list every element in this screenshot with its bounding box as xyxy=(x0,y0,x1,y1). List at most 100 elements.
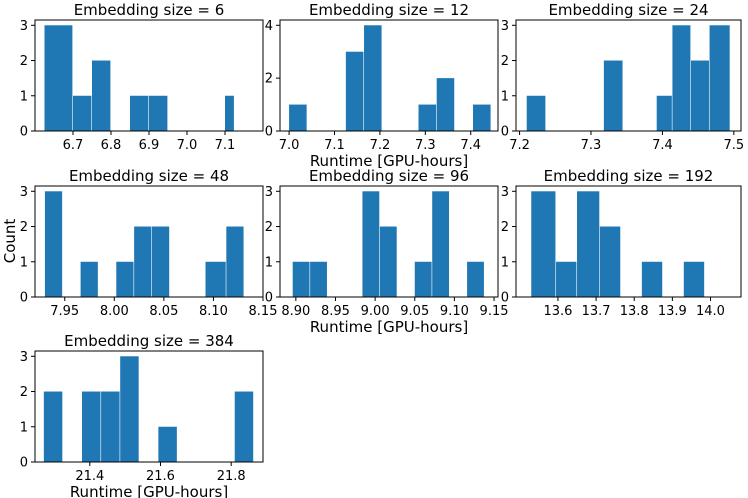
histogram-bar xyxy=(526,95,546,131)
y-tick-label: 2 xyxy=(20,220,28,235)
y-tick-label: 4 xyxy=(265,19,273,34)
histogram-panel-3: 7.2 7.3 7.4 7.5 0 1 2 3 Embedding size = 24 xyxy=(501,1,744,153)
histogram-bar xyxy=(151,226,170,297)
histogram-bar xyxy=(603,60,623,131)
y-tick-label: 1 xyxy=(20,89,28,104)
x-tick-label: 13.6 xyxy=(543,304,572,319)
x-tick-label: 21.8 xyxy=(217,469,246,484)
y-tick-label: 2 xyxy=(20,54,28,69)
histogram-bar xyxy=(599,226,621,297)
x-tick-label: 7.2 xyxy=(370,138,391,153)
axes-frame xyxy=(34,185,264,298)
x-tick-label: 7.0 xyxy=(279,138,300,153)
x-tick-label: 7.4 xyxy=(460,138,481,153)
histogram-bar xyxy=(656,95,672,131)
histogram-bar xyxy=(641,261,663,297)
panel-title: Embedding size = 384 xyxy=(64,332,234,350)
histogram-bar xyxy=(134,226,152,297)
histogram-bar xyxy=(289,104,307,131)
axes-frame xyxy=(515,185,742,298)
x-axis-label: Runtime [GPU-hours] xyxy=(70,483,228,498)
y-tick-label: 2 xyxy=(20,385,28,400)
histogram-bar xyxy=(414,261,432,297)
histogram-bar xyxy=(92,60,111,131)
histogram-panel-1: 6.7 6.8 6.9 7.0 7.1 0 1 2 3 Embedding size = 6 xyxy=(20,1,264,153)
x-tick-label: 13.9 xyxy=(658,304,687,319)
panel-title: Embedding size = 24 xyxy=(548,1,708,19)
x-tick-label: 9.15 xyxy=(480,304,509,319)
y-tick-label: 3 xyxy=(265,185,273,200)
x-tick-label: 13.8 xyxy=(620,304,649,319)
histogram-panel-7: 21.4 21.6 21.8 0 1 2 3 Embedding size = 384 Runt… xyxy=(20,332,264,498)
x-tick-label: 9.00 xyxy=(361,304,390,319)
histogram-bar xyxy=(672,25,691,132)
y-tick-label: 3 xyxy=(20,19,28,34)
histogram-bar xyxy=(44,191,63,297)
x-tick-label: 14.0 xyxy=(696,304,725,319)
panel-title: Embedding size = 6 xyxy=(74,1,225,19)
x-tick-label: 21.4 xyxy=(75,469,104,484)
histogram-bar xyxy=(130,95,149,131)
y-tick-label: 3 xyxy=(501,19,509,34)
histogram-bar xyxy=(418,104,437,131)
histogram-panel-4: 7.95 8.00 8.05 8.10 8.150 1 2 3 Embedding size =… xyxy=(20,167,278,319)
histogram-bar xyxy=(158,426,177,462)
x-tick-label: 7.1 xyxy=(215,138,236,153)
x-tick-label: 7.3 xyxy=(581,138,602,153)
y-tick-label: 0 xyxy=(265,291,273,306)
histogram-bar xyxy=(683,261,705,297)
histogram-bar xyxy=(432,191,450,297)
panel-title: Embedding size = 96 xyxy=(309,167,469,185)
y-tick-label: 1 xyxy=(265,255,273,270)
x-tick-label: 7.2 xyxy=(509,138,530,153)
histogram-bar xyxy=(116,261,134,297)
x-tick-label: 8.90 xyxy=(281,304,310,319)
x-tick-label: 8.15 xyxy=(249,304,278,319)
x-tick-label: 9.05 xyxy=(400,304,429,319)
histogram-bar xyxy=(556,261,577,297)
y-tick-label: 0 xyxy=(20,456,28,471)
y-tick-label: 1 xyxy=(20,255,28,270)
histogram-bar xyxy=(345,51,364,131)
panel-title: Embedding size = 48 xyxy=(69,167,229,185)
histogram-bar xyxy=(577,191,600,297)
histogram-bar xyxy=(234,391,254,462)
x-tick-label: 8.10 xyxy=(199,304,228,319)
y-tick-label: 3 xyxy=(20,185,28,200)
histogram-bar xyxy=(379,226,397,297)
figure-y-axis-label: Count xyxy=(1,219,19,264)
histogram-bar xyxy=(436,78,455,131)
histogram-bar xyxy=(531,191,556,297)
x-tick-label: 6.7 xyxy=(63,138,84,153)
histogram-bar xyxy=(473,104,491,131)
x-tick-label: 13.7 xyxy=(582,304,611,319)
x-tick-label: 9.10 xyxy=(440,304,469,319)
y-tick-label: 1 xyxy=(501,89,509,104)
x-tick-label: 6.9 xyxy=(139,138,160,153)
x-tick-label: 8.05 xyxy=(149,304,178,319)
x-tick-label: 7.1 xyxy=(324,138,345,153)
x-tick-label: 7.0 xyxy=(177,138,198,153)
y-tick-label: 0 xyxy=(20,125,28,140)
x-tick-label: 7.95 xyxy=(50,304,79,319)
y-tick-label: 2 xyxy=(265,72,273,87)
histogram-bar xyxy=(362,191,380,297)
histogram-bar xyxy=(80,261,98,297)
y-tick-label: 1 xyxy=(501,255,509,270)
histogram-panel-2: 7.0 7.1 7.2 7.3 7.4 0 2 4 Embedding size = 12 Run… xyxy=(265,1,499,170)
panel-title: Embedding size = 192 xyxy=(544,167,714,185)
y-tick-label: 2 xyxy=(265,220,273,235)
x-tick-label: 8.00 xyxy=(100,304,129,319)
histogram-bar xyxy=(310,261,327,297)
x-tick-label: 21.6 xyxy=(146,469,175,484)
histogram-bar xyxy=(44,25,73,132)
y-tick-label: 1 xyxy=(20,420,28,435)
x-tick-label: 6.8 xyxy=(101,138,122,153)
histogram-bar xyxy=(205,261,226,297)
histogram-bar xyxy=(691,60,709,131)
histogram-bar xyxy=(292,261,310,297)
histogram-panel-6: 13.6 13.7 13.8 13.9 14.0 0 1 2 3 Embedding size =… xyxy=(501,167,742,319)
histogram-bar xyxy=(120,356,139,462)
axes-frame xyxy=(279,19,499,132)
